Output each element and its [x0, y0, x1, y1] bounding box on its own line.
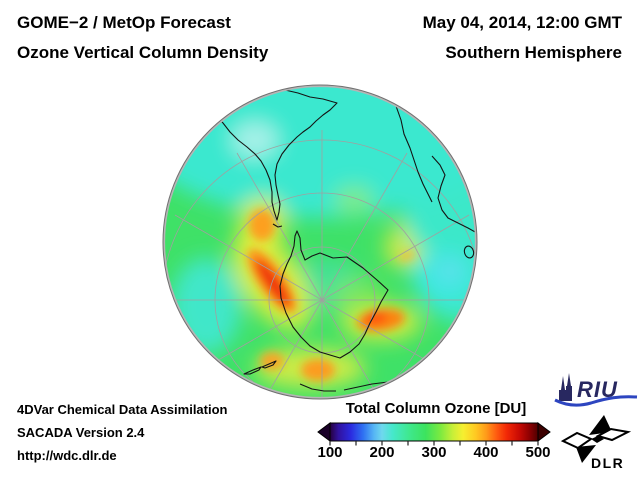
coast-antarctic-limb-arc — [299, 381, 389, 392]
colorbar-tick-label-400: 400 — [473, 444, 499, 461]
colorbar-tick-label-200: 200 — [369, 444, 395, 461]
coast-south-america — [209, 89, 338, 221]
coast-australia — [431, 155, 477, 234]
coast-new-zealand — [243, 360, 277, 375]
product-title: GOME−2 / MetOp Forecast — [17, 13, 231, 32]
colorbar-title: Total Column Ozone [DU] — [345, 400, 527, 417]
coast-antarctica — [279, 230, 389, 359]
version-label: SACADA Version 2.4 — [17, 425, 145, 440]
dlr-logo: DLR — [560, 415, 632, 471]
wdc-url: http://wdc.dlr.de — [17, 448, 117, 463]
colorbar-tick-label-500: 500 — [525, 444, 551, 461]
globe-rim — [162, 84, 478, 400]
timestamp: May 04, 2014, 12:00 GMT — [422, 13, 622, 32]
graticule — [163, 130, 477, 399]
product-subtitle: Ozone Vertical Column Density — [17, 43, 269, 62]
globe-limb-shading — [162, 84, 478, 400]
colorbar-tick-marks — [329, 441, 539, 446]
cathedral-icon — [559, 373, 572, 401]
dlr-wordmark: DLR — [591, 455, 624, 471]
assimilation-label: 4DVar Chemical Data Assimilation — [17, 402, 228, 417]
coast-tasmania — [463, 245, 475, 259]
hemisphere-label: Southern Hemisphere — [445, 43, 622, 62]
riu-logo: RIU — [554, 373, 638, 407]
coast-tierra-del-fuego — [272, 223, 283, 228]
riu-wave-icon — [554, 395, 638, 407]
ozone-core-blobs — [247, 209, 416, 381]
dlr-emblem-icon — [560, 415, 632, 463]
colorbar-gradient — [329, 422, 539, 442]
colorbar: Total Column Ozone [DU] — [316, 398, 556, 470]
globe-map — [162, 84, 478, 400]
colorbar-left-arrow — [317, 422, 331, 442]
colorbar-tick-label-300: 300 — [421, 444, 447, 461]
ozone-field — [162, 84, 478, 400]
colorbar-tick-label-100: 100 — [317, 444, 343, 461]
colorbar-right-arrow — [537, 422, 551, 442]
colorbar-scale — [317, 422, 551, 446]
